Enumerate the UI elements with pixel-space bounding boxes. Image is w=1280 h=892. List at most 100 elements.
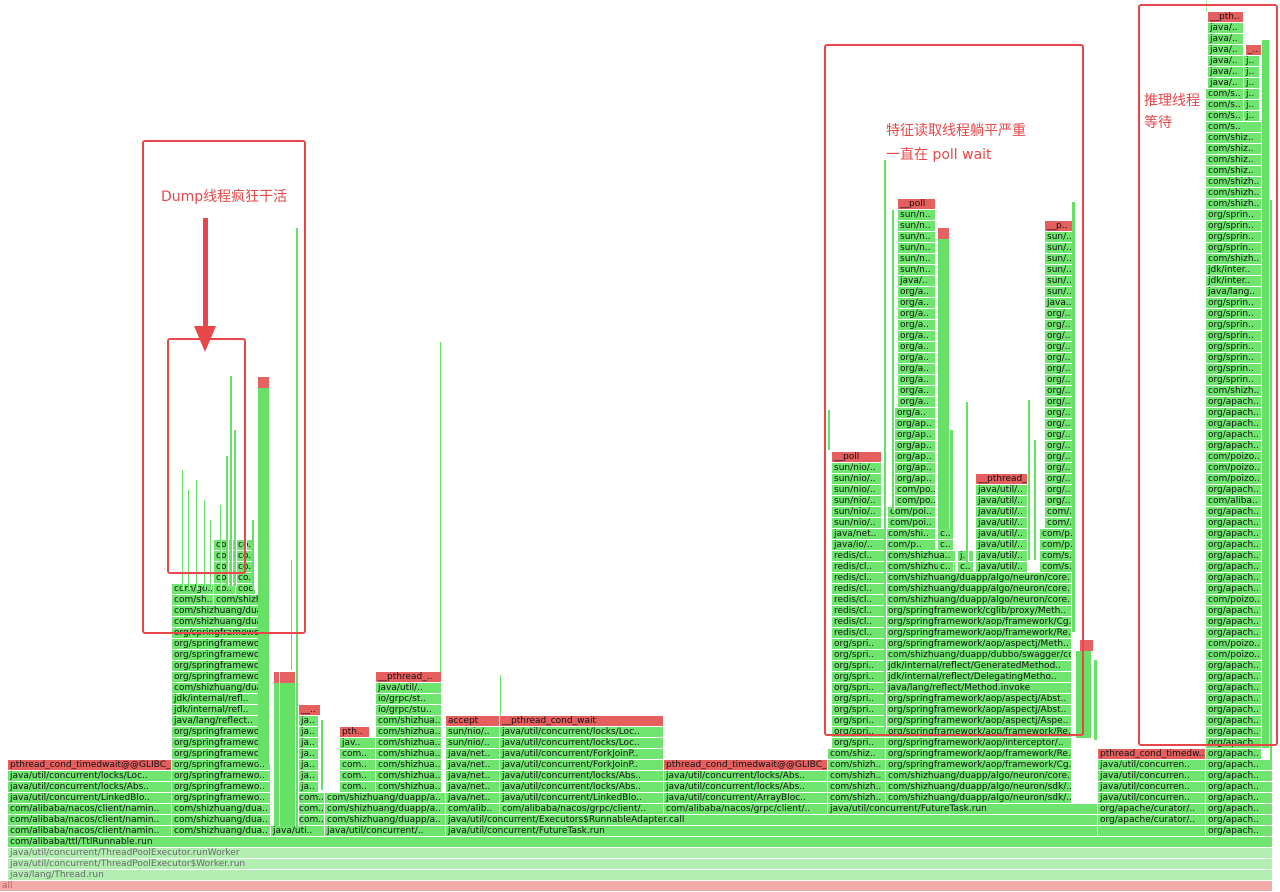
flame-frame[interactable]: java/net.. [832,529,886,540]
flame-sliver[interactable] [291,560,293,670]
flame-frame[interactable]: org/sprin.. [1206,375,1262,386]
flame-frame[interactable]: jdk/internal/refl.. [172,705,271,716]
flame-frame[interactable]: java/util/concurrent/ArrayBloc.. [664,793,828,804]
flame-frame[interactable]: org/a.. [895,408,936,419]
flame-frame[interactable]: org/springframewo.. [172,661,271,672]
flame-frame[interactable]: org/apach.. [1206,540,1262,551]
flame-frame[interactable]: com/s.. [1206,89,1244,100]
flame-frame[interactable]: com.. [340,760,376,771]
flame-frame[interactable]: com/poizo.. [1206,650,1262,661]
flame-frame[interactable]: org/apach.. [1206,716,1262,727]
flame-frame[interactable]: com/shizh.. [1206,254,1262,265]
flame-frame[interactable]: __pth.. [1208,12,1244,23]
flame-frame[interactable]: org/apach.. [1206,584,1262,595]
flame-frame[interactable]: com/shizhuang/duapp/a.. [325,793,446,804]
flame-frame[interactable]: com/shizhuang/duapp/algo/neuron/core.. [886,595,1072,606]
flame-frame[interactable]: redis/cl.. [832,562,886,573]
flame-frame[interactable]: co.. [236,551,256,562]
flame-frame[interactable]: java/util/concurrent/locks/Abs.. [8,782,172,793]
flame-frame[interactable]: org/sprin.. [1206,298,1262,309]
flame-frame[interactable]: org/a.. [898,364,936,375]
flame-frame[interactable]: java/lang/reflect/Method.invoke [886,683,1072,694]
flame-frame[interactable]: co.. [236,562,256,573]
flame-frame[interactable]: java/net.. [446,749,500,760]
flame-frame[interactable]: org/ap.. [895,463,936,474]
flame-frame[interactable]: org/sprin.. [1206,309,1262,320]
flame-frame[interactable]: org/springframewo.. [172,727,271,738]
flame-sliver[interactable] [1072,202,1076,632]
flame-frame[interactable]: org/spri.. [832,738,886,749]
flame-frame[interactable]: org/springframewo.. [172,650,271,661]
flame-frame[interactable]: jav.. [340,738,376,749]
flame-frame[interactable]: redis/cl.. [832,551,886,562]
flame-frame[interactable]: ja.. [299,749,319,760]
flame-frame[interactable]: __pthread_cond_wait [500,716,664,727]
flame-frame[interactable]: org/a.. [898,309,936,320]
flame-frame[interactable]: org/spri.. [832,694,886,705]
flame-frame[interactable]: java/util/concurrent/locks/Abs.. [500,782,664,793]
flame-frame[interactable]: org/apach.. [1206,826,1273,837]
flame-frame[interactable]: com/poizo.. [1206,595,1262,606]
flame-frame[interactable]: com/poizo.. [1206,474,1262,485]
flame-frame[interactable]: com/shizhuang/duapp/algo/neuron/core.. [886,573,1072,584]
flame-frame[interactable]: java/util/concurrent/ThreadPoolExecutor.… [8,848,1273,859]
flame-frame[interactable]: co.. [214,584,236,595]
flame-frame[interactable]: c.. [938,540,954,551]
flame-frame[interactable]: com/shizh.. [828,782,886,793]
flame-frame[interactable]: sun/nio/.. [446,738,500,749]
flame-frame[interactable]: java/util/concurrent/locks/Abs.. [664,771,828,782]
flame-frame[interactable]: accept [446,716,500,727]
flame-frame[interactable]: org/apach.. [1206,529,1262,540]
flame-frame[interactable]: org/a.. [898,287,936,298]
flame-frame[interactable]: jdk/internal/refl.. [172,694,271,705]
flame-frame[interactable]: com/poizo.. [1206,463,1262,474]
flame-frame[interactable]: org/apach.. [1206,518,1262,529]
flame-frame[interactable]: com/sh.. [172,595,214,606]
flame-sliver[interactable] [196,480,198,590]
flame-frame[interactable]: org/a.. [898,342,936,353]
flame-frame[interactable]: org/sprin.. [1206,342,1262,353]
flame-sliver[interactable] [1076,651,1092,738]
flame-frame[interactable]: org/spri.. [832,672,886,683]
flame-frame[interactable]: com/shizhua.. [376,749,442,760]
flame-frame[interactable]: org/apach.. [1206,551,1262,562]
flame-frame[interactable]: java/util/concurrent/ForkJoinP.. [500,760,664,771]
flame-frame[interactable]: ja.. [299,727,319,738]
flame-frame[interactable]: sun/n.. [898,243,936,254]
flame-frame[interactable]: com/shizhua.. [376,716,442,727]
flame-frame[interactable]: org/springframework/aop/framework/Cg.. [886,760,1072,771]
flame-frame[interactable]: org/apach.. [1206,705,1262,716]
flame-frame[interactable]: org/springframework/aop/aspectj/Meth.. [886,639,1072,650]
flame-frame[interactable]: com/s.. [1040,562,1076,573]
flame-frame[interactable]: org/apach.. [1206,793,1273,804]
flame-sliver[interactable] [1094,660,1098,740]
flame-frame[interactable]: org/apach.. [1206,441,1262,452]
flame-sliver[interactable] [828,410,831,450]
flame-frame[interactable]: java/util/concurrent/FutureTask.run [446,826,830,837]
flame-frame[interactable]: com/s.. [1206,122,1262,133]
flame-frame[interactable]: io/grpc/st.. [376,694,442,705]
flame-sliver[interactable] [1028,400,1031,560]
flame-frame[interactable]: sun/n.. [898,265,936,276]
flame-frame[interactable]: java/util/.. [976,529,1028,540]
flame-frame[interactable]: _.. [1246,45,1262,56]
flame-frame[interactable]: com/alibaba/nacos/client/namin.. [8,815,172,826]
flame-frame[interactable]: java/lang/Thread.run [8,870,1273,881]
flame-frame[interactable]: org/a.. [898,320,936,331]
flame-frame[interactable]: com/alibaba/ttl/TtlRunnable.run [8,837,1273,848]
flame-frame[interactable]: c.. [958,562,974,573]
flame-frame[interactable]: org/sprin.. [1206,331,1262,342]
flame-frame[interactable]: java/util/concurren.. [1098,782,1206,793]
flame-frame[interactable]: com/shizh.. [828,771,886,782]
flame-sliver[interactable] [182,470,184,590]
flame-frame[interactable]: coo.. [236,584,256,595]
flame-frame[interactable]: com/shizh.. [828,793,886,804]
flame-frame[interactable]: sun/n.. [898,210,936,221]
flame-frame[interactable]: java/util/concurrent/FutureTask.run [828,804,1098,815]
flame-frame[interactable]: com/shizhuang/dua.. [172,815,271,826]
flame-sliver[interactable] [274,683,280,826]
flame-frame[interactable]: java/util/.. [976,496,1028,507]
flame-frame[interactable]: org/springframework/aop/interceptor/.. [886,738,1072,749]
flame-frame[interactable]: org/a.. [898,375,936,386]
flame-frame[interactable]: j.. [1244,100,1260,111]
